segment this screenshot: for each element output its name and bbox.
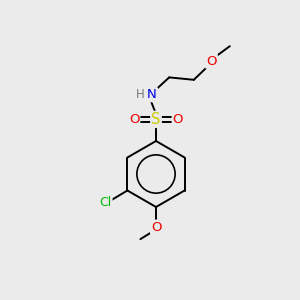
Text: H: H [136,88,145,101]
Text: S: S [151,112,161,127]
Text: O: O [151,220,162,234]
Text: N: N [147,88,157,101]
Text: O: O [173,113,183,126]
Text: O: O [206,55,217,68]
Text: Cl: Cl [99,196,112,209]
Text: O: O [129,113,140,126]
